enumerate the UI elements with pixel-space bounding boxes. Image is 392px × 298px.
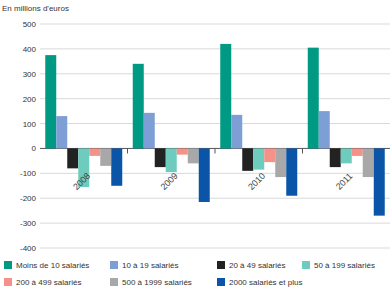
bar bbox=[166, 148, 177, 172]
bar bbox=[100, 148, 111, 165]
y-tick-label: -300 bbox=[20, 219, 37, 228]
bar bbox=[67, 148, 78, 168]
y-tick-label: -100 bbox=[20, 169, 37, 178]
chart: En millions d'euros -400 -300 -200 -100 0 100 2… bbox=[0, 0, 392, 298]
legend-label: 200 à 499 salariés bbox=[16, 278, 81, 287]
bar bbox=[330, 148, 341, 167]
grid-line bbox=[40, 48, 390, 49]
grid-line bbox=[40, 123, 390, 124]
grid-line bbox=[40, 223, 390, 224]
bars bbox=[45, 44, 385, 216]
bar bbox=[319, 111, 330, 148]
grid-line bbox=[40, 73, 390, 74]
y-tick-label: -400 bbox=[20, 244, 37, 253]
legend-swatch bbox=[217, 261, 225, 269]
bar bbox=[242, 148, 253, 170]
bar bbox=[188, 148, 199, 163]
grid-line bbox=[40, 98, 390, 99]
legend-swatch bbox=[217, 278, 225, 286]
bar bbox=[231, 115, 242, 149]
bar bbox=[56, 116, 67, 148]
grid-line bbox=[40, 198, 390, 199]
y-tick-label: 100 bbox=[23, 120, 37, 129]
legend-label: Moins de 10 salariés bbox=[16, 261, 89, 270]
bar bbox=[177, 148, 188, 154]
bar bbox=[220, 44, 231, 149]
bar bbox=[363, 148, 374, 177]
y-axis-label: En millions d'euros bbox=[2, 4, 69, 13]
bar bbox=[144, 113, 155, 149]
bar bbox=[89, 148, 100, 155]
legend-label: 10 à 19 salariés bbox=[122, 261, 178, 270]
grid bbox=[40, 24, 390, 248]
bar bbox=[45, 55, 56, 148]
bar bbox=[286, 148, 297, 195]
y-tick-label: 500 bbox=[23, 20, 37, 29]
bar bbox=[374, 148, 385, 215]
bar bbox=[308, 48, 319, 149]
legend-swatch bbox=[110, 261, 118, 269]
legend: Moins de 10 salariés 10 à 19 salariés 20 à… bbox=[4, 261, 375, 287]
y-tick-label: -200 bbox=[20, 194, 37, 203]
chart-container: En millions d'euros -400 -300 -200 -100 0 100 2… bbox=[0, 0, 392, 298]
category-separator bbox=[302, 148, 303, 153]
bar bbox=[275, 148, 286, 177]
x-tick-label: 2011 bbox=[334, 171, 355, 192]
legend-label: 500 à 1999 salariés bbox=[122, 278, 192, 287]
grid-line bbox=[40, 248, 390, 249]
grid-line bbox=[40, 24, 390, 25]
y-tick-label: 400 bbox=[23, 45, 37, 54]
legend-label: 50 à 199 salariés bbox=[314, 261, 375, 270]
y-tick-label: 300 bbox=[23, 70, 37, 79]
legend-swatch bbox=[4, 261, 12, 269]
legend-label: 2000 salariés et plus bbox=[229, 278, 302, 287]
x-tick-label: 2009 bbox=[159, 171, 180, 192]
bar bbox=[133, 64, 144, 149]
category-separator bbox=[127, 148, 128, 153]
legend-swatch bbox=[4, 278, 12, 286]
bar bbox=[264, 148, 275, 162]
bar bbox=[253, 148, 264, 169]
bar bbox=[352, 148, 363, 155]
category-separator bbox=[215, 148, 216, 153]
x-tick-label: 2010 bbox=[246, 171, 267, 192]
bar bbox=[199, 148, 210, 202]
bar bbox=[155, 148, 166, 167]
legend-swatch bbox=[110, 278, 118, 286]
y-tick-label: 0 bbox=[32, 144, 37, 153]
y-tick-label: 200 bbox=[23, 95, 37, 104]
legend-swatch bbox=[302, 261, 310, 269]
legend-label: 20 à 49 salariés bbox=[229, 261, 285, 270]
bar bbox=[111, 148, 122, 185]
grid-line bbox=[40, 173, 390, 174]
x-tick-label: 2008 bbox=[71, 171, 92, 192]
bar bbox=[341, 148, 352, 163]
